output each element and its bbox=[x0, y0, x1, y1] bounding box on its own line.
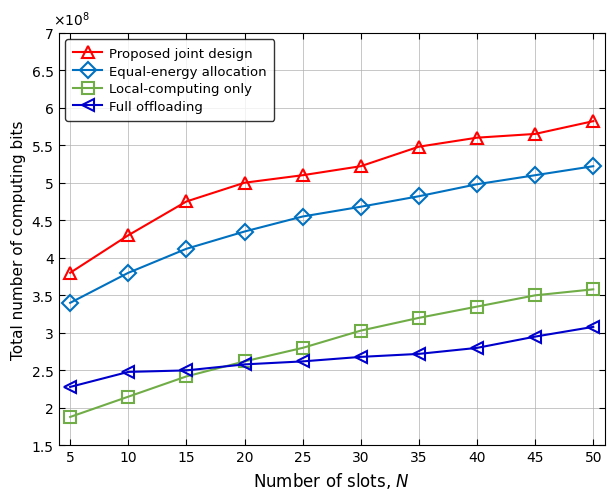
Equal-energy allocation bbox=[241, 229, 248, 235]
Proposed joint design bbox=[532, 132, 539, 138]
Equal-energy allocation bbox=[590, 164, 597, 170]
Full offloading bbox=[299, 359, 306, 365]
Local-computing only bbox=[590, 287, 597, 293]
Local-computing only bbox=[124, 394, 132, 400]
Equal-energy allocation bbox=[473, 182, 480, 188]
Equal-energy allocation bbox=[532, 173, 539, 179]
Full offloading bbox=[532, 334, 539, 340]
Full offloading bbox=[590, 324, 597, 330]
Y-axis label: Total number of computing bits: Total number of computing bits bbox=[11, 120, 26, 359]
Proposed joint design bbox=[590, 119, 597, 125]
Proposed joint design bbox=[183, 199, 190, 205]
Full offloading bbox=[183, 368, 190, 374]
Equal-energy allocation bbox=[415, 194, 423, 200]
Line: Proposed joint design: Proposed joint design bbox=[65, 116, 599, 279]
Equal-energy allocation bbox=[67, 300, 74, 306]
Local-computing only bbox=[299, 345, 306, 351]
Proposed joint design bbox=[241, 180, 248, 186]
Proposed joint design bbox=[357, 164, 365, 170]
Full offloading bbox=[67, 384, 74, 390]
Local-computing only bbox=[241, 359, 248, 365]
Equal-energy allocation bbox=[124, 270, 132, 276]
X-axis label: Number of slots, $N$: Number of slots, $N$ bbox=[253, 470, 410, 490]
Equal-energy allocation bbox=[183, 246, 190, 253]
Local-computing only bbox=[473, 304, 480, 310]
Local-computing only bbox=[532, 293, 539, 299]
Local-computing only bbox=[183, 374, 190, 380]
Equal-energy allocation bbox=[357, 204, 365, 210]
Equal-energy allocation bbox=[299, 214, 306, 220]
Line: Local-computing only: Local-computing only bbox=[65, 284, 599, 423]
Full offloading bbox=[241, 362, 248, 368]
Full offloading bbox=[473, 345, 480, 351]
Line: Equal-energy allocation: Equal-energy allocation bbox=[65, 161, 599, 309]
Proposed joint design bbox=[415, 144, 423, 150]
Local-computing only bbox=[357, 328, 365, 334]
Local-computing only bbox=[415, 315, 423, 321]
Local-computing only bbox=[67, 414, 74, 420]
Full offloading bbox=[357, 354, 365, 360]
Text: $\times 10^8$: $\times 10^8$ bbox=[53, 11, 90, 30]
Full offloading bbox=[415, 351, 423, 357]
Legend: Proposed joint design, Equal-energy allocation, Local-computing only, Full offlo: Proposed joint design, Equal-energy allo… bbox=[65, 40, 274, 122]
Proposed joint design bbox=[473, 135, 480, 141]
Proposed joint design bbox=[67, 270, 74, 276]
Proposed joint design bbox=[124, 233, 132, 239]
Full offloading bbox=[124, 369, 132, 375]
Proposed joint design bbox=[299, 173, 306, 179]
Line: Full offloading: Full offloading bbox=[65, 322, 599, 393]
